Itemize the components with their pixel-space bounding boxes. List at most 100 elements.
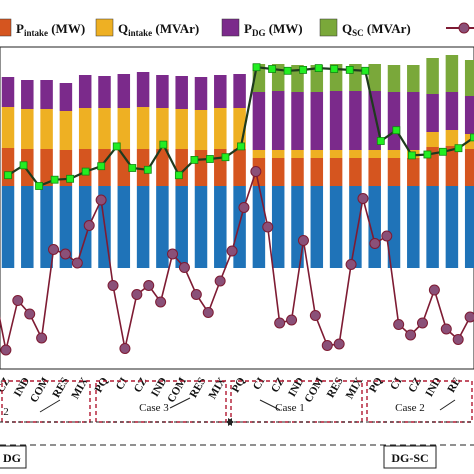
bar-segment-base [59,186,73,268]
red-point [190,289,202,300]
red-point [452,334,464,345]
bar-segment-base [252,186,266,268]
bar-segment-p_dg [136,72,150,107]
bar-segment-q_intake [59,111,73,150]
red-point [286,314,298,326]
x-tick-label: PQ [230,375,248,395]
group-box [383,445,437,469]
green-point [112,142,121,151]
bar-segment-q_intake [329,150,343,158]
bar-segment-p_dg [214,75,227,108]
bar-segment-base [136,186,150,268]
bar-segment-base [40,186,53,268]
x-tick-label: MIX [69,375,91,401]
bar-segment-p_intake [291,158,304,186]
green-point [345,66,354,74]
bar-segment-p_dg [271,91,285,150]
green-point [454,144,463,153]
green-point [174,171,183,180]
bar-segment-q_intake [175,109,188,149]
green-point [299,66,308,74]
stacked-bars [1,55,474,268]
bar-segment-p_dg [464,96,474,134]
red-point [178,262,190,273]
red-point [95,194,107,206]
red-point [262,221,274,233]
red-point [143,280,155,291]
x-tick-label: PQ [367,375,385,395]
green-line-series [4,63,474,190]
bar-segment-q_sc [368,64,381,91]
red-point [226,245,238,257]
case-label: Case 2 [395,402,425,414]
green-point [159,140,168,149]
case-box [1,380,91,423]
bar-segment-q_sc [426,58,439,94]
bar-segment-p_intake [194,150,208,186]
green-point [376,137,385,145]
green-point [190,155,199,164]
x-tick-label: RES [188,376,209,401]
bar-segment-q_sc [407,65,420,92]
x-tick-label: RES [50,376,71,401]
green-point [221,153,230,162]
green-point [423,150,432,159]
arrow-head [228,418,234,426]
red-point [405,329,417,341]
red-point [36,332,48,344]
green-point [330,65,339,73]
green-point [470,133,474,142]
bar-segment-p_intake [464,149,474,186]
red-point [381,230,393,242]
bar-segment-p_intake [368,158,381,186]
bar-segment-p_dg [175,76,188,109]
bar-segment-p_dg [233,74,246,108]
green-point [19,161,28,170]
bar-segment-base [329,186,343,268]
red-line-series [0,166,474,356]
case-annotations: Case 3 Case 1 Case 2 2 [0,380,474,426]
pointer-arrow [39,399,61,413]
green-point [35,182,43,190]
bar-segment-q_intake [78,108,92,149]
red-point [333,338,345,350]
bar-segment-p_dg [310,92,324,150]
red-point [416,317,428,329]
bar-segment-p_intake [310,158,324,186]
bar-segment-p_intake [40,149,53,186]
bar-segment-q_intake [214,108,227,149]
pointer-arrow [259,399,281,411]
legend-swatch [221,18,240,37]
x-tick-label: RE [445,376,463,395]
x-tick-label: COM [28,375,52,405]
x-tick-label: MIX [207,375,229,401]
x-tick-label: COM [302,375,326,405]
red-point [309,310,321,321]
x-tick-label: CI [388,376,405,393]
bar-segment-p_dg [156,75,169,108]
red-point [167,248,179,260]
plot-area [0,46,474,370]
bar-segment-p_dg [445,92,459,130]
green-point [206,155,214,163]
green-point [128,164,137,172]
bar-segment-q_intake [1,107,15,148]
x-tick-label: RES [325,376,346,401]
bar-segment-base [387,186,401,268]
bar-segment-p_intake [271,158,285,186]
green-point [4,171,12,180]
bar-segment-q_sc [464,60,474,96]
bar-segment-q_intake [98,108,111,149]
bar-segment-q_intake [252,150,266,158]
bar-segment-q_intake [117,108,131,149]
group-labels: DG DG-SC [0,444,474,469]
bar-segment-p_dg [291,92,304,150]
group-box [0,445,27,469]
x-tick-label: CZ [406,376,424,395]
bar-segment-q_intake [271,150,285,158]
bar-segment-p_dg [349,91,362,150]
bar-segment-p_dg [407,92,420,150]
group-label: DG-SC [391,451,428,465]
bar-segment-q_sc [445,55,459,92]
